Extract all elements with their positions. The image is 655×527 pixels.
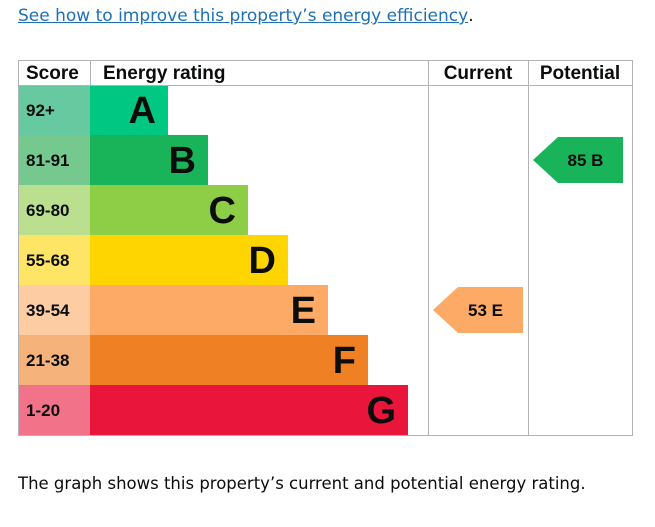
band-letter-c: C xyxy=(209,190,236,232)
chart-caption: The graph shows this property’s current … xyxy=(18,474,586,493)
score-range-g: 1-20 xyxy=(26,401,60,420)
band-bar-e xyxy=(90,285,328,335)
score-cell-e xyxy=(18,285,90,335)
score-cell-b xyxy=(18,135,90,185)
header-energy-rating: Energy rating xyxy=(103,63,225,84)
score-cell-c xyxy=(18,185,90,235)
score-cell-g xyxy=(18,385,90,435)
band-bar-d xyxy=(90,235,288,285)
link-suffix: . xyxy=(468,6,474,26)
band-bar-c xyxy=(90,185,248,235)
score-cell-d xyxy=(18,235,90,285)
score-cell-a xyxy=(18,85,90,135)
improve-efficiency-link[interactable]: See how to improve this property’s energ… xyxy=(18,6,468,26)
score-range-f: 21-38 xyxy=(26,351,69,370)
score-range-c: 69-80 xyxy=(26,201,69,220)
band-bar-f xyxy=(90,335,368,385)
score-range-e: 39-54 xyxy=(26,301,70,320)
header-score: Score xyxy=(26,63,79,84)
band-letter-b: B xyxy=(169,140,196,182)
header-current: Current xyxy=(444,63,513,84)
band-letter-a: A xyxy=(129,90,156,132)
potential-rating-arrow-label: 85 B xyxy=(568,151,604,170)
score-range-d: 55-68 xyxy=(26,251,69,270)
header-potential: Potential xyxy=(540,63,620,84)
band-bar-b xyxy=(90,135,208,185)
current-rating-arrow-label: 53 E xyxy=(468,301,503,320)
band-letter-e: E xyxy=(291,290,316,332)
score-cell-f xyxy=(18,335,90,385)
band-bar-g xyxy=(90,385,408,435)
band-letter-d: D xyxy=(249,240,276,282)
score-range-a: 92+ xyxy=(26,101,55,120)
improve-efficiency-link-text[interactable]: See how to improve this property’s energ… xyxy=(18,6,469,26)
potential-rating-arrow xyxy=(533,137,623,183)
chart-border xyxy=(18,60,633,436)
band-letter-g: G xyxy=(366,390,396,432)
band-bar-a xyxy=(90,85,168,135)
band-letter-f: F xyxy=(333,340,356,382)
score-range-b: 81-91 xyxy=(26,151,69,170)
current-rating-arrow xyxy=(433,287,523,333)
